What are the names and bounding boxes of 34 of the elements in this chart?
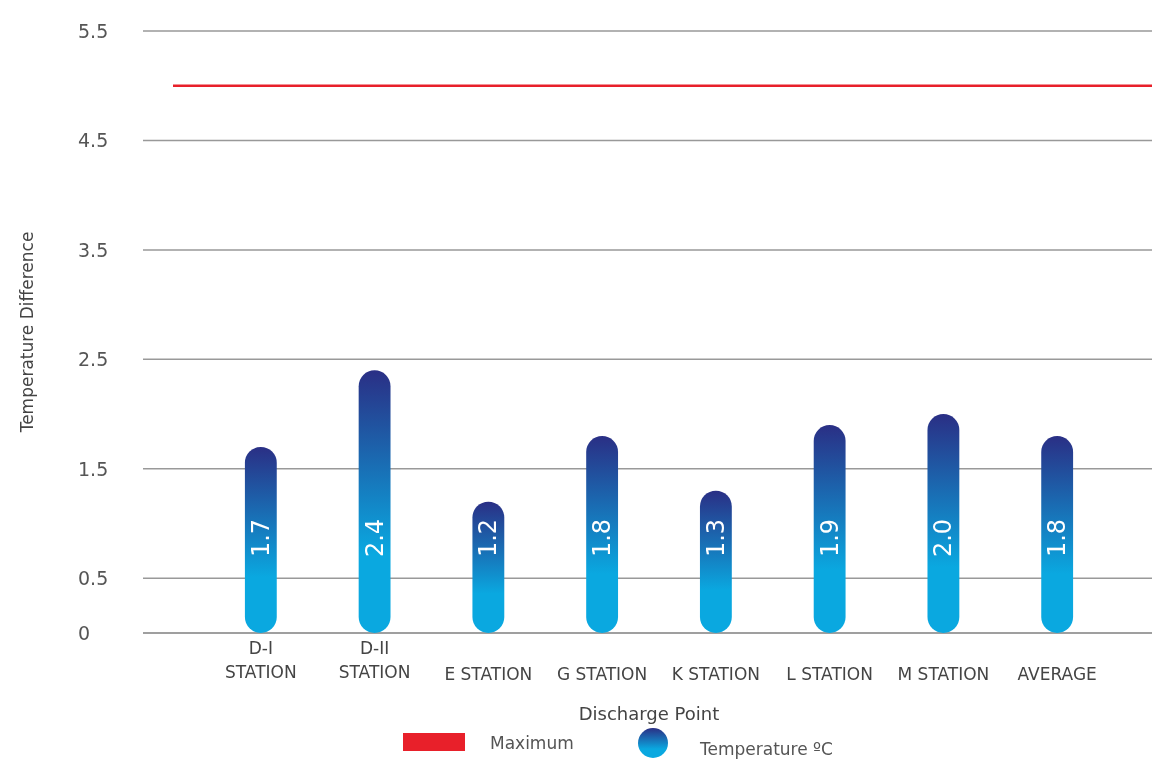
bar: [358, 370, 391, 633]
bar: [927, 414, 960, 633]
bar: [1041, 435, 1074, 633]
y-tick-label: 3.5: [78, 238, 109, 261]
bar: [699, 490, 732, 633]
x-tick-label: AVERAGE: [1017, 664, 1097, 684]
x-axis-title: Discharge Point: [578, 703, 720, 724]
text: 1.3: [701, 518, 730, 558]
x-tick-label: E STATION: [444, 664, 533, 684]
text: 1.2: [474, 518, 503, 558]
x-tick-label: D-I STATION: [225, 638, 297, 682]
y-tick-label: 0: [78, 622, 91, 644]
text: 1.8: [1043, 518, 1072, 558]
bar: [586, 435, 619, 633]
x-tick-label: K STATION: [671, 664, 760, 684]
text: 1.9: [815, 518, 844, 558]
y-axis-title: Temperature Difference: [17, 231, 37, 434]
y-tick-label: 1.5: [78, 457, 109, 480]
bar: [244, 446, 277, 633]
text: 1.8: [588, 518, 617, 558]
x-tick-label: M STATION: [897, 664, 990, 684]
bar: [813, 425, 846, 633]
text: 1.7: [246, 518, 275, 558]
y-tick-label: 0.5: [78, 567, 109, 590]
y-tick-label: 2.5: [78, 348, 109, 371]
text: 2.0: [929, 518, 958, 558]
x-tick-label: L STATION: [786, 664, 873, 684]
legend-label: Maximum: [490, 733, 574, 753]
y-tick-label: 4.5: [78, 129, 109, 152]
x-tick-label: G STATION: [556, 664, 648, 684]
text: 2.4: [360, 518, 389, 558]
y-tick-label: 5.5: [78, 20, 109, 42]
x-tick-label: D-II STATION: [338, 638, 411, 682]
legend-label: Temperature ºC: [699, 739, 833, 759]
